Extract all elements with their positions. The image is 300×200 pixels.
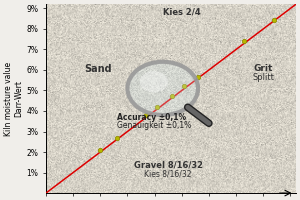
- Point: [114, 136, 119, 139]
- Point: [242, 40, 247, 43]
- Point: [196, 76, 200, 79]
- Text: Accuracy ±0,1%: Accuracy ±0,1%: [117, 113, 186, 122]
- Text: Splitt: Splitt: [252, 73, 274, 82]
- Point: [155, 105, 160, 108]
- Text: Gravel 8/16/32: Gravel 8/16/32: [134, 160, 203, 169]
- Text: Kies 2/4: Kies 2/4: [163, 7, 201, 16]
- Point: [272, 18, 277, 21]
- Circle shape: [128, 62, 198, 115]
- Circle shape: [140, 71, 168, 92]
- Point: [170, 94, 175, 97]
- Point: [98, 148, 103, 152]
- Text: Kies 8/16/32: Kies 8/16/32: [144, 169, 192, 178]
- Point: [144, 113, 149, 117]
- Text: Sand: Sand: [84, 64, 112, 74]
- Text: Genauigkeit ±0,1%: Genauigkeit ±0,1%: [117, 121, 191, 130]
- Y-axis label: Kiln moisture value
Darr-Wert: Kiln moisture value Darr-Wert: [4, 62, 24, 136]
- Point: [182, 85, 187, 88]
- Text: Grit: Grit: [254, 64, 273, 73]
